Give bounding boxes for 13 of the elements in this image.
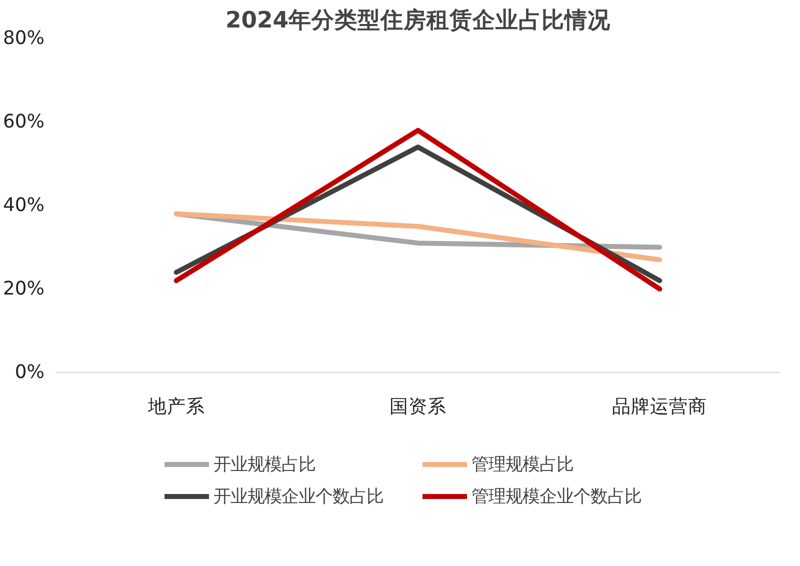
y-tick-label: 60% [3,112,44,132]
x-tick-label: 地产系 [146,396,205,418]
y-tick-label: 80% [3,28,44,49]
legend-label: 管理规模占比 [472,454,574,476]
legend-label: 开业规模占比 [214,454,316,476]
legend-label: 开业规模企业个数占比 [214,486,384,508]
y-tick-label: 20% [3,278,44,300]
chart-title: 2024年分类型住房租赁企业占比情况 [225,6,612,34]
x-tick-label: 品牌运营商 [612,396,708,418]
y-tick-label: 0% [14,362,45,383]
y-tick-label: 40% [3,195,44,216]
legend-label: 管理规模企业个数占比 [472,486,642,508]
x-tick-label: 国资系 [390,396,446,418]
